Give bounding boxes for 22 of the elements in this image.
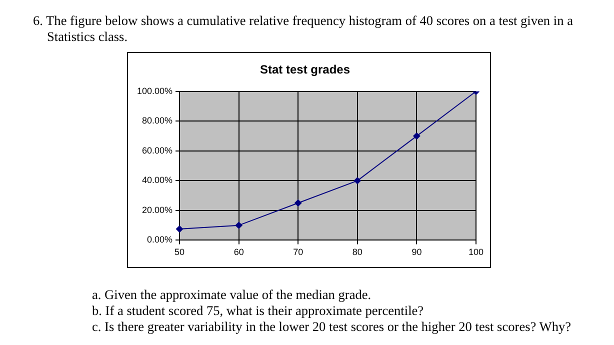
x-tick-label: 80	[352, 247, 362, 258]
y-tick-label: 20.00%	[142, 204, 173, 215]
y-tick-label: 80.00%	[142, 116, 173, 126]
y-tick-label: 100.00%	[137, 86, 173, 96]
text: b. If a student scored 75, what is their approximate percentile?	[92, 303, 425, 319]
text: a. Given the approximate value of the median grade.	[92, 287, 372, 303]
x-tick-label: 100	[468, 247, 484, 258]
y-tick-label: 40.00%	[142, 175, 173, 186]
x-tick-label: 60	[234, 247, 244, 258]
point	[294, 200, 302, 206]
point	[235, 222, 242, 229]
text: c. Is there greater variability in the lower 20 test scores or the higher 20 test scores? Why?	[92, 319, 572, 335]
point	[354, 177, 361, 184]
text: 6. The figure below shows a cumulative relative frequency histogram of 40 scores on a test given in a Statistics class.	[33, 13, 574, 45]
x-tick-label: 70	[293, 247, 304, 258]
point	[413, 132, 420, 140]
y-tick-label: 0.00%	[147, 234, 173, 245]
chart-title: Stat test grades	[260, 62, 350, 77]
x-tick-label: 90	[412, 247, 422, 258]
x-tick-label: 50	[174, 247, 185, 258]
y-tick-label: 60.00%	[142, 145, 173, 156]
point	[176, 226, 184, 233]
